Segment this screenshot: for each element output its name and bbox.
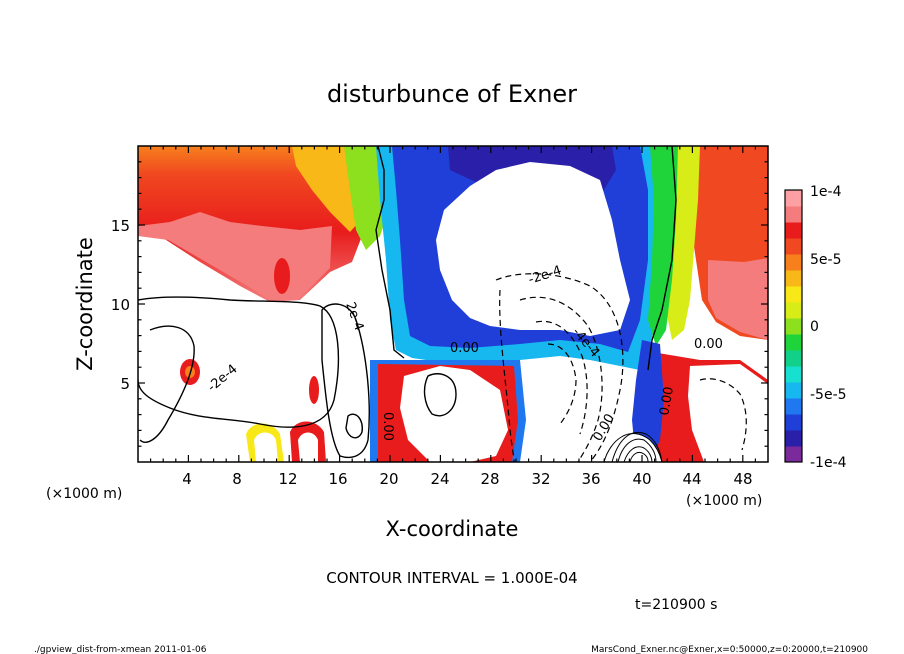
- upper-right-green-band: [648, 146, 678, 346]
- x-tick-label: 16: [328, 470, 347, 488]
- positive-core-contours: [611, 432, 663, 462]
- contour-label: 0.00: [450, 341, 479, 356]
- central-white-blob: [436, 162, 630, 336]
- contour-lines: [138, 146, 677, 459]
- colorbar-band: [785, 222, 802, 239]
- colorbar-band: [785, 318, 802, 335]
- x-tick-label: 40: [632, 470, 651, 488]
- colorbar-label: 0: [810, 319, 819, 335]
- colorbar-band: [785, 206, 802, 223]
- negative-contours: [495, 273, 747, 462]
- x-tick-label: 48: [733, 470, 752, 488]
- x-tick-label: 36: [581, 470, 600, 488]
- x-tick-labels: 4 8 12 16 20 24 28 32 36 40 44 48: [182, 470, 752, 488]
- colorbar-label: 1e-4: [810, 184, 842, 200]
- x-tick-label: 24: [430, 470, 449, 488]
- plot-area: [138, 146, 768, 462]
- colorbar-band: [785, 190, 802, 207]
- y-tick-label: 5: [120, 375, 130, 393]
- y-unit-label: (×1000 m): [46, 486, 122, 502]
- x-tick-label: 28: [480, 470, 499, 488]
- colorbar-band: [785, 398, 802, 415]
- colorbar-band: [785, 350, 802, 367]
- time-label: t=210900 s: [635, 597, 717, 613]
- upper-left-red-spot: [274, 258, 290, 294]
- axis-ticks: [138, 146, 768, 462]
- lower-band-white-left: [400, 366, 508, 462]
- x-tick-label: 44: [682, 470, 701, 488]
- y-tick-label: 15: [111, 217, 130, 235]
- x-tick-label: 8: [232, 470, 242, 488]
- footer-right: MarsCond_Exner.nc@Exner,x=0:50000,z=0:20…: [591, 645, 868, 654]
- chart-title: disturbunce of Exner: [327, 80, 577, 108]
- colorbar-band: [785, 254, 802, 271]
- colorbar-band: [785, 334, 802, 351]
- y-axis-label: Z-coordinate: [73, 237, 97, 371]
- lower-right-blue: [632, 340, 664, 462]
- contour-label: 0.00: [694, 337, 723, 352]
- x-tick-label: 4: [182, 470, 192, 488]
- y-tick-labels: 5 10 15: [111, 217, 130, 393]
- colorbar-band: [785, 382, 802, 399]
- colorbar-band: [785, 286, 802, 303]
- y-tick-label: 10: [111, 296, 130, 314]
- colorbar-band: [785, 270, 802, 287]
- contour-interval-text: CONTOUR INTERVAL = 1.000E-04: [326, 569, 577, 587]
- colorbar-label: -5e-5: [810, 387, 847, 403]
- contour-label: 0.00: [380, 412, 395, 441]
- colorbar-band: [785, 446, 802, 463]
- x-tick-label: 20: [379, 470, 398, 488]
- lower-right-white: [688, 364, 768, 462]
- colorbar-band: [785, 302, 802, 319]
- colorbar-label: -1e-4: [810, 455, 847, 471]
- contour-label: 0.00: [657, 386, 677, 417]
- colorbar-band: [785, 430, 802, 447]
- x-unit-label: (×1000 m): [686, 493, 762, 509]
- colorbar-band: [785, 414, 802, 431]
- mid-left-red-spot: [309, 376, 319, 404]
- x-axis-label: X-coordinate: [386, 517, 519, 541]
- colorbar-label: 5e-5: [810, 252, 841, 268]
- lower-left-ring-inner: [254, 432, 278, 462]
- footer-left: ./gpview_dist-from-xmean 2011-01-06: [34, 645, 207, 654]
- colorbar-band: [785, 366, 802, 383]
- colorbar-band: [785, 238, 802, 255]
- colorbar-frame: [784, 189, 803, 463]
- colorbar-labels: 1e-4 5e-5 0 -5e-5 -1e-4: [810, 184, 847, 471]
- colorbar: [785, 190, 802, 463]
- x-tick-label: 32: [531, 470, 550, 488]
- bottom-center-dark: [603, 433, 663, 462]
- upper-right-pink-core: [708, 258, 768, 340]
- lower-left-ring-2-inner: [298, 432, 318, 462]
- x-tick-label: 12: [278, 470, 297, 488]
